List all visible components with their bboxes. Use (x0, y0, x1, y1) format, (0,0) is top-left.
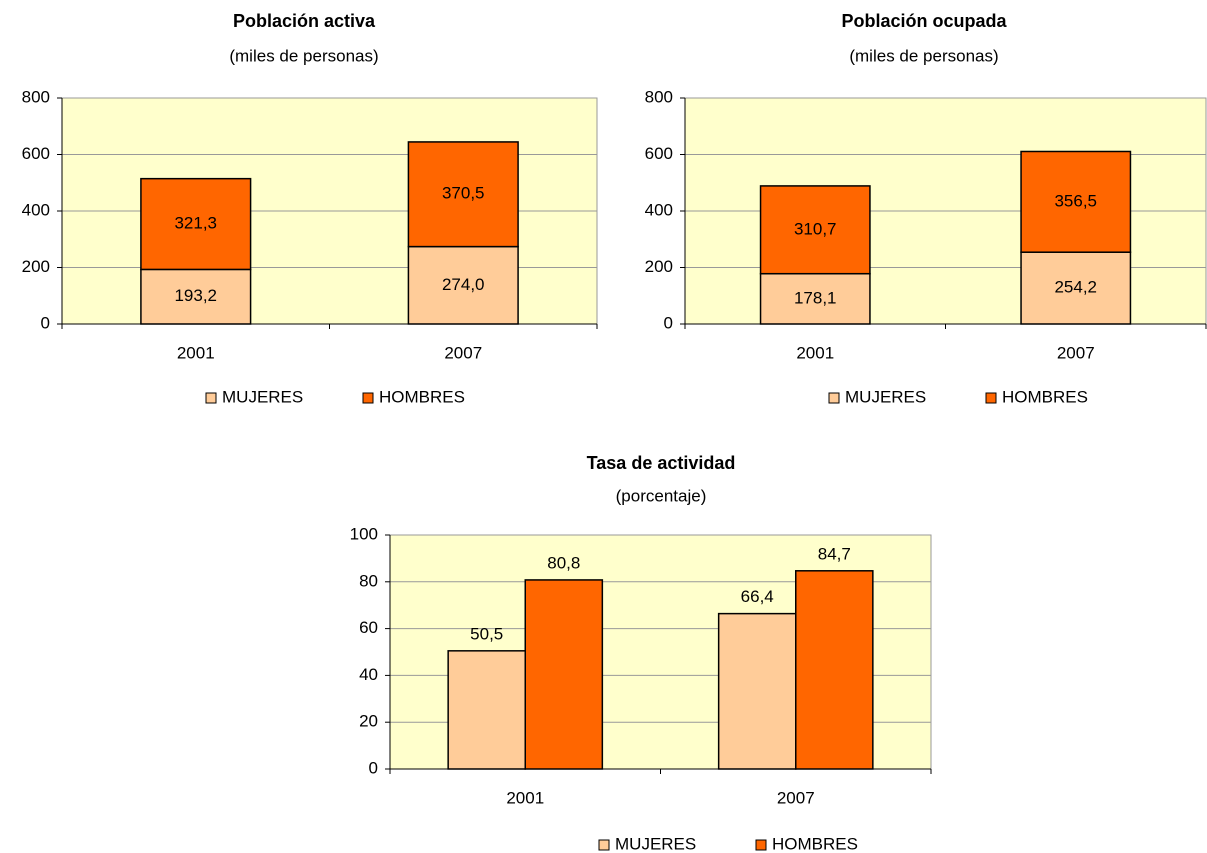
legend-label: MUJERES (845, 387, 926, 406)
y-tick-label: 200 (645, 257, 673, 276)
y-tick-label: 600 (645, 144, 673, 163)
y-tick-label: 200 (22, 257, 50, 276)
y-tick-label: 0 (369, 758, 378, 777)
legend-swatch (362, 392, 374, 404)
y-tick-label: 800 (22, 87, 50, 106)
x-tick-label: 2001 (506, 788, 544, 807)
bar (447, 650, 526, 770)
legend-swatch (755, 839, 767, 851)
bar (407, 141, 519, 248)
bar (407, 245, 519, 325)
y-tick-label: 0 (664, 313, 673, 332)
x-tick-label: 2001 (796, 343, 834, 362)
chart-subtitle: (miles de personas) (229, 46, 378, 65)
bar (759, 185, 871, 275)
y-tick-label: 40 (359, 665, 378, 684)
y-tick-label: 800 (645, 87, 673, 106)
data-label: 84,7 (818, 544, 851, 563)
x-tick-label: 2001 (177, 343, 215, 362)
data-label: 321,3 (174, 214, 217, 233)
legend-swatch (205, 392, 217, 404)
y-tick-label: 400 (645, 200, 673, 219)
bar (717, 612, 797, 770)
bar (759, 272, 871, 325)
data-label: 50,5 (470, 624, 503, 643)
bar (1020, 150, 1132, 253)
y-tick-label: 100 (350, 524, 378, 543)
legend-swatch (828, 392, 840, 404)
y-tick-label: 80 (359, 571, 378, 590)
legend-label: HOMBRES (1002, 387, 1088, 406)
bar (140, 268, 252, 325)
data-label: 254,2 (1054, 278, 1097, 297)
legend-label: MUJERES (222, 387, 303, 406)
y-tick-label: 20 (359, 712, 378, 731)
legend-label: HOMBRES (379, 387, 465, 406)
chart-title: Tasa de actividad (587, 453, 736, 473)
chart-title: Población activa (233, 11, 376, 31)
legend-swatch (598, 839, 610, 851)
chart-subtitle: (porcentaje) (616, 486, 707, 505)
bar (524, 579, 604, 770)
bar (140, 177, 252, 271)
y-tick-label: 0 (41, 313, 50, 332)
y-tick-label: 600 (22, 144, 50, 163)
data-label: 356,5 (1054, 191, 1097, 210)
x-tick-label: 2007 (777, 788, 815, 807)
data-label: 274,0 (442, 275, 485, 294)
data-label: 370,5 (442, 184, 485, 203)
data-label: 66,4 (741, 587, 774, 606)
data-label: 310,7 (794, 219, 837, 238)
legend-label: MUJERES (615, 834, 696, 853)
y-tick-label: 60 (359, 618, 378, 637)
legend-label: HOMBRES (772, 834, 858, 853)
chart-subtitle: (miles de personas) (849, 46, 998, 65)
chart-title: Población ocupada (841, 11, 1007, 31)
bar (795, 570, 874, 770)
y-tick-label: 400 (22, 200, 50, 219)
x-tick-label: 2007 (1057, 343, 1095, 362)
legend-swatch (985, 392, 997, 404)
data-label: 178,1 (794, 288, 837, 307)
data-label: 193,2 (174, 286, 217, 305)
bar (1020, 251, 1132, 325)
data-label: 80,8 (547, 553, 580, 572)
x-tick-label: 2007 (444, 343, 482, 362)
